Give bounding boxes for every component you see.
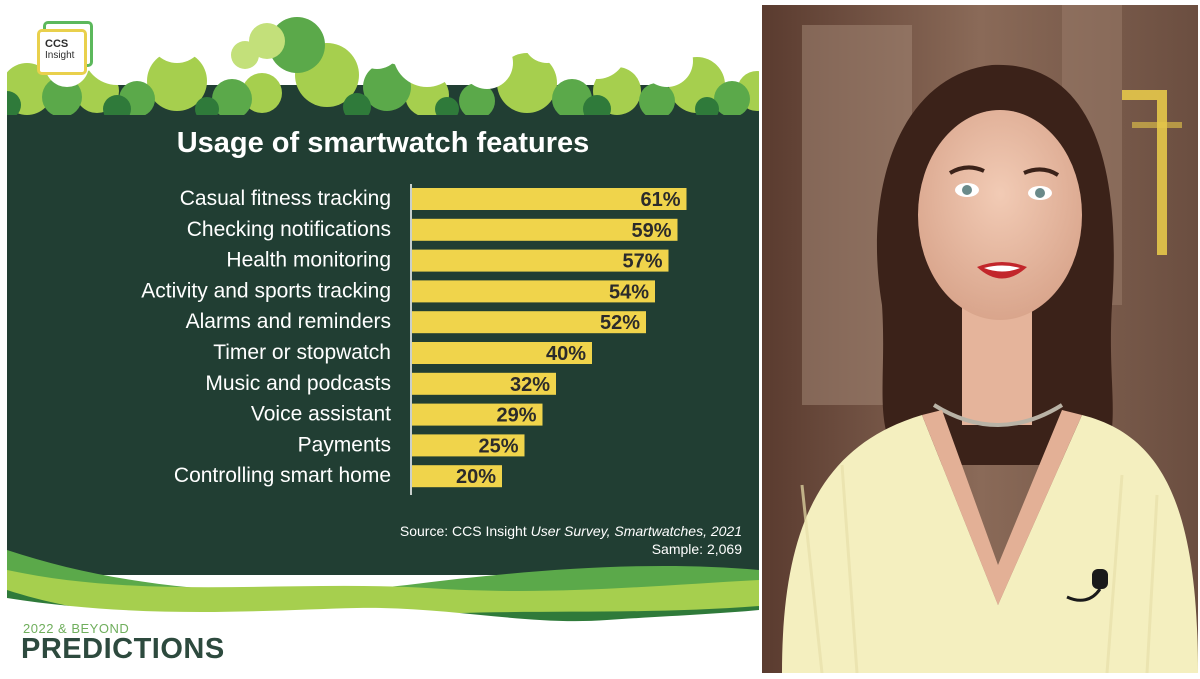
category-label: Voice assistant xyxy=(251,403,391,426)
category-label: Music and podcasts xyxy=(205,372,391,395)
value-label: 57% xyxy=(622,251,662,273)
logo-line2: Insight xyxy=(45,50,75,61)
presenter-video[interactable] xyxy=(762,5,1198,673)
chart-title: Usage of smartwatch features xyxy=(177,127,590,159)
bar xyxy=(412,188,687,210)
bar xyxy=(412,249,669,272)
bar xyxy=(412,218,678,241)
value-label: 52% xyxy=(600,312,640,334)
value-label: 61% xyxy=(640,189,680,211)
value-label: 25% xyxy=(478,435,518,457)
bar xyxy=(412,280,655,303)
logo-line1: CCS xyxy=(45,38,69,50)
category-label: Controlling smart home xyxy=(174,464,391,487)
category-label: Activity and sports tracking xyxy=(141,279,391,302)
sample-size: Sample: 2,069 xyxy=(651,541,742,557)
bars-group: Casual fitness tracking 61% Checking notif… xyxy=(141,187,687,488)
category-label: Health monitoring xyxy=(226,249,391,272)
category-label: Timer or stopwatch xyxy=(213,341,391,364)
video-frame xyxy=(762,5,1198,673)
bar xyxy=(412,342,592,364)
category-label: Alarms and reminders xyxy=(186,310,391,333)
category-label: Casual fitness tracking xyxy=(180,187,391,210)
lapel-microphone-icon xyxy=(1066,569,1108,602)
top-cloud-decoration xyxy=(7,7,759,115)
value-label: 40% xyxy=(546,343,586,365)
category-label: Checking notifications xyxy=(187,218,391,241)
source-note: Source: CCS Insight User Survey, Smartwa… xyxy=(400,522,742,558)
value-label: 29% xyxy=(496,405,536,427)
bar xyxy=(412,311,646,334)
bar xyxy=(412,465,502,488)
bar xyxy=(412,372,556,395)
value-label: 32% xyxy=(510,374,550,396)
value-label: 20% xyxy=(456,466,496,488)
presenter-figure xyxy=(782,64,1198,673)
brand-title: PREDICTIONS xyxy=(21,633,225,665)
bottom-wave-decoration xyxy=(7,550,759,673)
brand-subtitle: 2022 & BEYOND xyxy=(23,621,130,636)
slide: CCS Insight Usage of smartwatch features… xyxy=(7,5,759,673)
category-label: Payments xyxy=(298,433,391,456)
ccs-insight-logo: CCS Insight xyxy=(37,21,99,77)
source-title: User Survey, Smartwatches, 2021 xyxy=(530,523,742,539)
bar xyxy=(412,434,525,457)
value-label: 54% xyxy=(609,281,649,303)
source-prefix: Source: CCS Insight xyxy=(399,523,531,539)
value-label: 59% xyxy=(631,220,671,242)
bar-chart: Usage of smartwatch features Casual fitn… xyxy=(141,127,687,495)
bar xyxy=(412,403,543,426)
